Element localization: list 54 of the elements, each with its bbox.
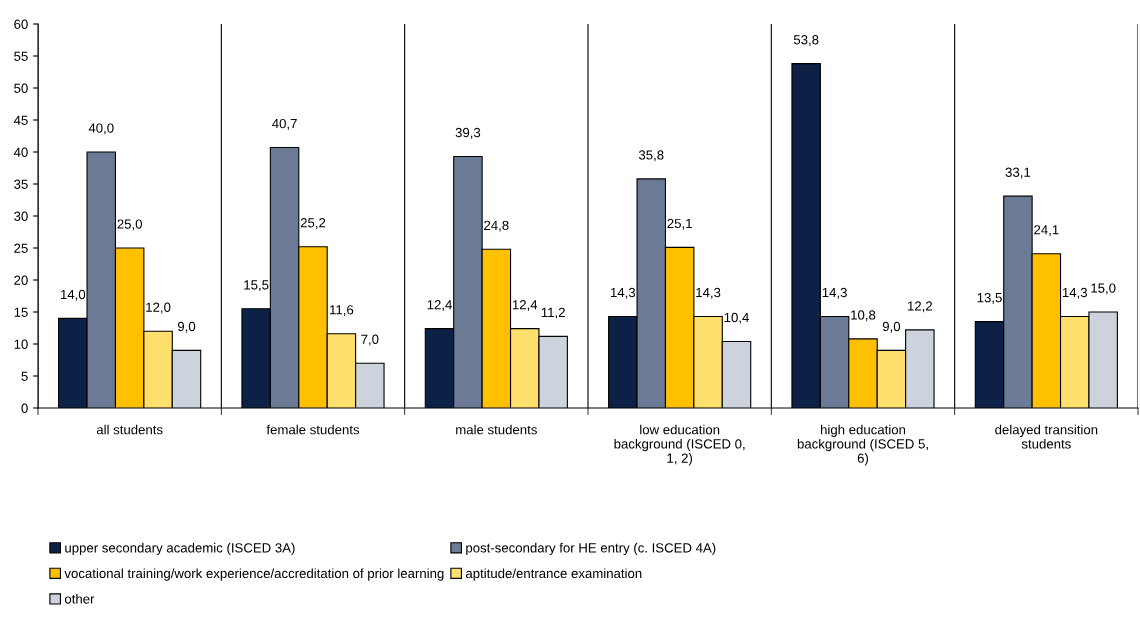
data-label: 40,0 bbox=[88, 123, 114, 135]
data-label: 9,0 bbox=[177, 321, 196, 333]
data-label: 35,8 bbox=[638, 150, 664, 162]
data-label: 10,4 bbox=[724, 312, 749, 324]
y-tick-label: 25 bbox=[14, 243, 28, 253]
data-label: 11,6 bbox=[330, 305, 354, 317]
y-tick-label: 30 bbox=[14, 211, 28, 221]
y-tick-label: 35 bbox=[14, 179, 28, 189]
data-label: 12,4 bbox=[512, 300, 538, 311]
data-label: 53,8 bbox=[793, 35, 819, 46]
x-tick-label: male students bbox=[456, 424, 537, 435]
data-label: 24,8 bbox=[484, 220, 509, 232]
data-label: 12,2 bbox=[908, 301, 933, 313]
data-label: 14,3 bbox=[611, 287, 636, 299]
data-label: 15,0 bbox=[1091, 283, 1116, 295]
y-tick-label: 45 bbox=[13, 115, 28, 125]
x-tick-label: delayed transition students bbox=[995, 424, 1098, 449]
y-tick-label: 55 bbox=[14, 51, 28, 61]
data-label: 24,1 bbox=[1034, 225, 1059, 237]
data-label: 14,3 bbox=[696, 287, 721, 299]
data-label: 9,0 bbox=[882, 321, 901, 333]
x-tick-label: high education background (ISCED 5, 6) bbox=[797, 424, 928, 466]
data-label: 39,3 bbox=[455, 127, 481, 139]
y-tick-label: 60 bbox=[14, 19, 28, 29]
legend-label: upper secondary academic (ISCED 3A) bbox=[65, 542, 295, 556]
y-tick-label: 10 bbox=[14, 339, 28, 349]
data-label: 14,3 bbox=[822, 287, 847, 299]
legend-label: aptitude/entrance examination bbox=[465, 568, 642, 581]
y-tick-label: 40 bbox=[13, 147, 28, 157]
data-label: 25,0 bbox=[117, 219, 142, 231]
data-label: 12,4 bbox=[427, 300, 452, 311]
data-label: 14,0 bbox=[61, 289, 86, 301]
y-tick-label: 20 bbox=[14, 275, 28, 285]
data-label: 14,3 bbox=[1062, 287, 1088, 299]
legend-label: other bbox=[64, 593, 95, 604]
legend-label: post-secondary for HE entry (c. ISCED 4A) bbox=[466, 542, 716, 556]
x-tick-label: female students bbox=[266, 424, 360, 435]
x-tick-label: all students bbox=[96, 424, 163, 435]
y-tick-label: 0 bbox=[21, 403, 28, 413]
data-label: 7,0 bbox=[361, 334, 379, 346]
legend-label: vocational training/work experience/accreditation of prior learning bbox=[64, 568, 444, 581]
y-tick-label: 15 bbox=[14, 307, 28, 317]
data-label: 11,2 bbox=[541, 307, 565, 319]
data-label: 15,5 bbox=[244, 280, 269, 292]
y-tick-label: 50 bbox=[14, 83, 28, 93]
data-label: 10,8 bbox=[851, 310, 876, 322]
y-tick-label: 5 bbox=[21, 371, 28, 381]
data-label: 33,1 bbox=[1005, 167, 1031, 179]
x-tick-label: low education background (ISCED 0, 1, 2) bbox=[614, 424, 745, 466]
data-label: 13,5 bbox=[977, 292, 1002, 304]
data-label: 25,1 bbox=[667, 218, 692, 230]
data-label: 25,2 bbox=[300, 218, 326, 229]
data-label: 12,0 bbox=[146, 302, 171, 314]
data-label: 40,7 bbox=[272, 118, 297, 130]
